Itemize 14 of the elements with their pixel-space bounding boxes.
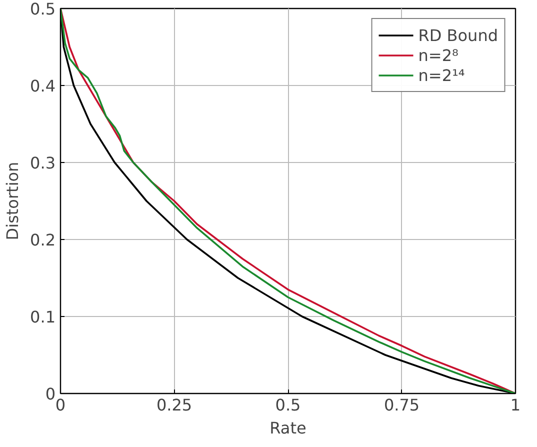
legend-label: n=2¹⁴ <box>418 66 465 84</box>
y-tick-label: 0.5 <box>30 0 56 18</box>
x-tick-label: 0.5 <box>275 396 301 414</box>
y-tick-label: 0.3 <box>30 154 56 172</box>
x-tick-label: 1 <box>510 396 521 414</box>
x-tick-label: 0.75 <box>384 396 420 414</box>
x-axis-title: Rate <box>270 418 306 438</box>
y-axis-title: Distortion <box>3 162 22 240</box>
legend-label: n=2⁸ <box>418 46 458 64</box>
y-tick-label: 0.2 <box>30 230 56 250</box>
x-tick-label: 0.25 <box>156 396 192 414</box>
y-tick-label: 0.4 <box>30 76 56 96</box>
legend-label: RD Bound <box>418 26 498 44</box>
y-tick-label: 0.1 <box>30 308 56 326</box>
